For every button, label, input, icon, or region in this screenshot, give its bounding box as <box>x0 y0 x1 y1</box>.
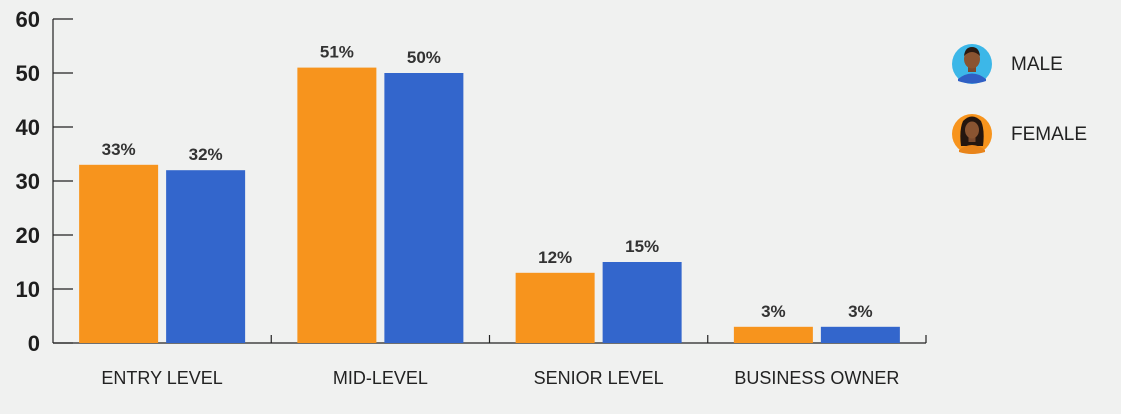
male-avatar-icon <box>952 44 992 84</box>
y-tick-label: 40 <box>16 115 40 140</box>
data-label: 32% <box>189 145 223 164</box>
y-tick-label: 60 <box>16 7 40 32</box>
legend-item-male: MALE <box>952 44 1063 84</box>
bar-male <box>602 262 682 343</box>
data-label: 3% <box>848 302 873 321</box>
data-label: 33% <box>102 140 136 159</box>
category-label: MID-LEVEL <box>333 368 428 388</box>
data-label: 51% <box>320 43 354 62</box>
y-axis: 0 10 20 30 40 50 60 <box>16 7 73 356</box>
data-label: 12% <box>538 248 572 267</box>
bar-male <box>166 170 246 343</box>
female-avatar-icon <box>952 114 992 154</box>
y-tick-label: 50 <box>16 61 40 86</box>
y-tick-label: 30 <box>16 169 40 194</box>
data-label: 15% <box>625 237 659 256</box>
bar-female <box>79 164 159 343</box>
category-label: ENTRY LEVEL <box>101 368 222 388</box>
bar-female <box>733 326 813 343</box>
bar-female <box>297 67 377 343</box>
data-label: 3% <box>761 302 786 321</box>
category-label: SENIOR LEVEL <box>534 368 664 388</box>
legend-label-male: MALE <box>1011 54 1063 75</box>
category-label: BUSINESS OWNER <box>734 368 899 388</box>
bar-female <box>515 272 595 343</box>
bar-male <box>384 73 464 343</box>
y-tick-label: 0 <box>28 331 40 356</box>
bar-male <box>820 326 900 343</box>
legend-item-female: FEMALE <box>952 114 1087 154</box>
data-label: 50% <box>407 48 441 67</box>
bars: 33% 32% 51% 50% 12% 15% 3% 3% <box>79 43 900 343</box>
legend: MALE FEMALE <box>952 44 1087 154</box>
legend-label-female: FEMALE <box>1011 124 1087 145</box>
y-tick-label: 10 <box>16 277 40 302</box>
category-labels: ENTRY LEVEL MID-LEVEL SENIOR LEVEL BUSINESS… <box>101 368 899 388</box>
y-tick-label: 20 <box>16 223 40 248</box>
